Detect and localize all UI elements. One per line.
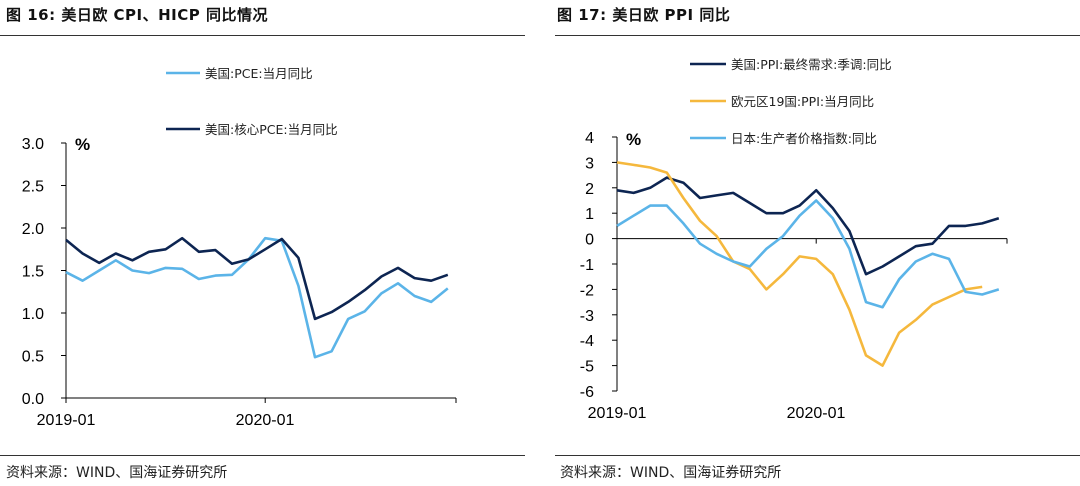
right-y-tick-label: 2: [585, 181, 594, 198]
left-y-tick-label: 1.0: [22, 306, 44, 323]
right-y-tick-label: 3: [585, 155, 594, 172]
left-y-unit-label: %: [75, 135, 90, 154]
left-x-tick-label: 2020-01: [236, 412, 295, 429]
left-y-tick-label: 3.0: [22, 136, 44, 153]
left-legend-label-0: 美国:PCE:当月同比: [205, 66, 313, 81]
right-chart: -6 -5 -4 -3 -2 -1 0 1 2 3 4 2019-01 2020-01% 美国:PPI:最…: [580, 57, 1008, 422]
right-y-unit-label: %: [626, 130, 641, 149]
right-y-tick-label: -2: [580, 282, 594, 299]
right-y-tick-label: -3: [580, 308, 594, 325]
right-x-tick-label: 2019-01: [588, 405, 647, 422]
right-legend-label-1: 欧元区19国:PPI:当月同比: [731, 94, 874, 109]
right-chart-title: 图 17: 美日欧 PPI 同比: [557, 6, 731, 24]
left-series-line-0: [65, 236, 449, 359]
left-y-tick-label: 1.5: [22, 264, 44, 281]
left-series-line-1: [65, 236, 449, 321]
left-source-note: 资料来源：WIND、国海证券研究所: [6, 465, 228, 481]
right-y-tick-label: -4: [580, 333, 594, 350]
right-bottom-rule: [555, 455, 1080, 456]
right-y-tick-label: 1: [585, 206, 594, 223]
right-top-rule: [555, 35, 1080, 36]
left-chart: 0.0 0.5 1.0 1.5 2.0 2.5 3.0 2019-01 2020-01% 美国:P…: [22, 66, 457, 429]
left-y-tick-label: 0.0: [22, 391, 44, 408]
right-y-tick-label: -6: [580, 384, 594, 401]
left-y-tick-label: 0.5: [22, 349, 44, 366]
right-x-tick-label: 2020-01: [787, 405, 846, 422]
right-y-tick-label: -1: [580, 257, 594, 274]
left-chart-title: 图 16: 美日欧 CPI、HICP 同比情况: [6, 6, 268, 24]
left-legend-label-1: 美国:核心PCE:当月同比: [205, 122, 338, 137]
right-series-line-1: [616, 161, 983, 367]
left-y-tick-label: 2.0: [22, 221, 44, 238]
right-source-note: 资料来源：WIND、国海证券研究所: [560, 465, 782, 481]
left-y-tick-label: 2.5: [22, 179, 44, 196]
left-bottom-rule: [0, 455, 525, 456]
right-series-line-0: [616, 176, 1000, 276]
right-legend-label-0: 美国:PPI:最终需求:季调:同比: [731, 57, 892, 72]
right-series-line-2: [616, 199, 1000, 309]
left-x-tick-label: 2019-01: [37, 412, 96, 429]
right-legend-label-2: 日本:生产者价格指数:同比: [731, 131, 877, 146]
right-y-tick-label: 4: [585, 130, 594, 147]
right-y-tick-label: -5: [580, 359, 594, 376]
right-y-tick-label: 0: [585, 232, 594, 249]
left-top-rule: [0, 35, 525, 36]
